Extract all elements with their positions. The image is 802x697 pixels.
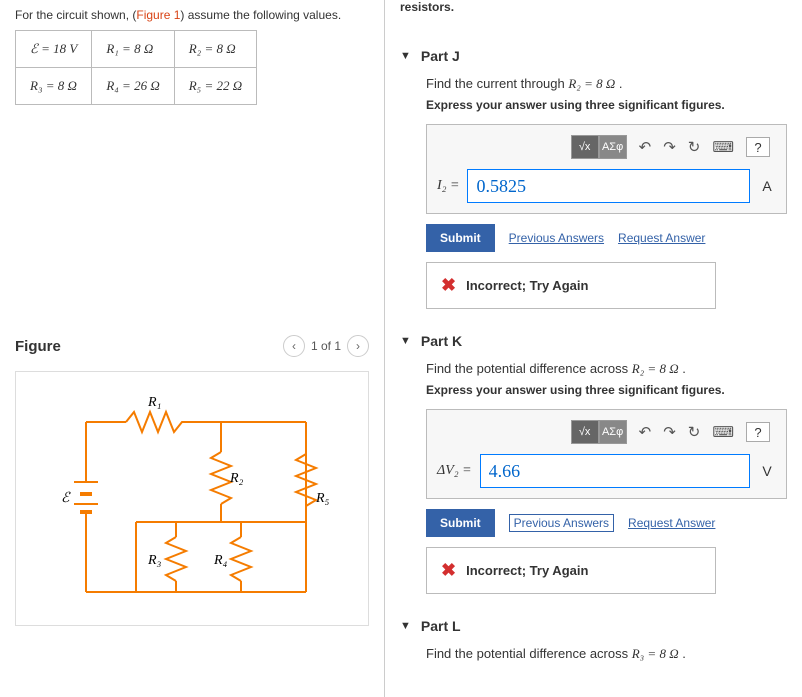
part-j-answer-box: √x ΑΣφ ↶ ↷ ↻ ⌨ ? I₂ = A (426, 124, 787, 214)
part-j-feedback: ✖ Incorrect; Try Again (426, 262, 716, 309)
part-j-prev-link[interactable]: Previous Answers (509, 231, 604, 245)
figure-section: Figure ‹ 1 of 1 › (15, 335, 369, 626)
label-r3: R₃ (147, 553, 162, 568)
part-l-header: Part L (421, 618, 461, 634)
undo-icon[interactable]: ↶ (639, 423, 652, 441)
part-k-unit: V (758, 463, 776, 479)
figure-canvas: ℰ R₁ R₂ R₃ R₄ R₅ (15, 371, 369, 626)
part-j-unit: A (758, 178, 776, 194)
part-k-prompt: Find the potential difference across R₂ … (426, 361, 787, 377)
pl-pre: Find the potential difference across (426, 646, 632, 661)
part-k-submit-button[interactable]: Submit (426, 509, 495, 537)
pl-post: . (679, 646, 686, 661)
label-emf: ℰ (61, 491, 71, 506)
problem-intro: For the circuit shown, (Figure 1) assume… (15, 8, 369, 22)
cell-r4: R₄ = 26 Ω (92, 68, 174, 105)
intro-prefix: For the circuit shown, ( (15, 8, 136, 22)
greek-button[interactable]: ΑΣφ (599, 135, 627, 159)
part-k-feedback: ✖ Incorrect; Try Again (426, 547, 716, 594)
reset-icon[interactable]: ↻ (688, 138, 701, 156)
pk-pre: Find the potential difference across (426, 361, 632, 376)
template-button[interactable]: √x (571, 135, 599, 159)
caret-icon[interactable]: ▼ (400, 335, 411, 347)
pj-post: . (615, 76, 622, 91)
pj-pre: Find the current through (426, 76, 568, 91)
part-j-prompt: Find the current through R₂ = 8 Ω . (426, 76, 787, 92)
greek-button[interactable]: ΑΣφ (599, 420, 627, 444)
redo-icon[interactable]: ↷ (663, 138, 676, 156)
fig-next-button[interactable]: › (347, 335, 369, 357)
part-j-toolbar: √x ΑΣφ ↶ ↷ ↻ ⌨ ? (437, 135, 776, 159)
circuit-svg: ℰ R₁ R₂ R₃ R₄ R₅ (26, 382, 346, 612)
part-k-input[interactable] (480, 454, 750, 488)
part-k-header: Part K (421, 333, 462, 349)
help-button[interactable]: ? (746, 422, 770, 442)
pl-math: R₃ = 8 Ω (632, 646, 679, 661)
figure-nav: ‹ 1 of 1 › (283, 335, 369, 357)
intro-suffix: ) assume the following values. (180, 8, 341, 22)
part-j: ▼ Part J Find the current through R₂ = 8 … (400, 48, 787, 309)
undo-icon[interactable]: ↶ (639, 138, 652, 156)
pk-math: R₂ = 8 Ω (632, 361, 679, 376)
part-j-request-link[interactable]: Request Answer (618, 231, 705, 245)
cell-emf: ℰ = 18 V (16, 31, 92, 68)
caret-icon[interactable]: ▼ (400, 620, 411, 632)
label-r4: R₄ (213, 553, 228, 568)
part-j-label: I₂ = (437, 178, 459, 194)
part-k-toolbar: √x ΑΣφ ↶ ↷ ↻ ⌨ ? (437, 420, 776, 444)
figure-link[interactable]: Figure 1 (136, 8, 180, 22)
given-values-table: ℰ = 18 V R₁ = 8 Ω R₂ = 8 Ω R₃ = 8 Ω R₄ =… (15, 30, 257, 105)
reset-icon[interactable]: ↻ (688, 423, 701, 441)
incorrect-icon: ✖ (441, 275, 456, 296)
left-panel: For the circuit shown, (Figure 1) assume… (0, 0, 385, 697)
keyboard-icon[interactable]: ⌨ (712, 423, 734, 441)
pk-post: . (679, 361, 686, 376)
right-panel: resistors. ▼ Part J Find the current thro… (385, 0, 802, 697)
part-j-instr: Express your answer using three signific… (426, 98, 787, 112)
label-r5: R₅ (315, 491, 330, 506)
top-fragment: resistors. (400, 0, 787, 24)
part-k: ▼ Part K Find the potential difference ac… (400, 333, 787, 594)
cell-r3: R₃ = 8 Ω (16, 68, 92, 105)
part-k-feedback-msg: Incorrect; Try Again (466, 563, 588, 578)
part-l: ▼ Part L Find the potential difference ac… (400, 618, 787, 662)
figure-pager: 1 of 1 (311, 339, 341, 353)
part-j-input[interactable] (467, 169, 750, 203)
pj-math: R₂ = 8 Ω (568, 76, 615, 91)
part-k-prev-link[interactable]: Previous Answers (509, 514, 614, 532)
incorrect-icon: ✖ (441, 560, 456, 581)
help-button[interactable]: ? (746, 137, 770, 157)
fig-prev-button[interactable]: ‹ (283, 335, 305, 357)
cell-r2: R₂ = 8 Ω (174, 31, 256, 68)
part-k-answer-box: √x ΑΣφ ↶ ↷ ↻ ⌨ ? ΔV₂ = V (426, 409, 787, 499)
figure-title: Figure (15, 338, 61, 355)
cell-r1: R₁ = 8 Ω (92, 31, 174, 68)
part-k-request-link[interactable]: Request Answer (628, 516, 715, 530)
keyboard-icon[interactable]: ⌨ (712, 138, 734, 156)
redo-icon[interactable]: ↷ (663, 423, 676, 441)
label-r2: R₂ (229, 471, 244, 486)
cell-r5: R₅ = 22 Ω (174, 68, 256, 105)
part-j-feedback-msg: Incorrect; Try Again (466, 278, 588, 293)
part-l-prompt: Find the potential difference across R₃ … (426, 646, 787, 662)
label-r1: R₁ (147, 395, 161, 410)
caret-icon[interactable]: ▼ (400, 50, 411, 62)
part-j-submit-button[interactable]: Submit (426, 224, 495, 252)
part-k-label: ΔV₂ = (437, 463, 472, 479)
part-k-instr: Express your answer using three signific… (426, 383, 787, 397)
template-button[interactable]: √x (571, 420, 599, 444)
part-j-header: Part J (421, 48, 460, 64)
